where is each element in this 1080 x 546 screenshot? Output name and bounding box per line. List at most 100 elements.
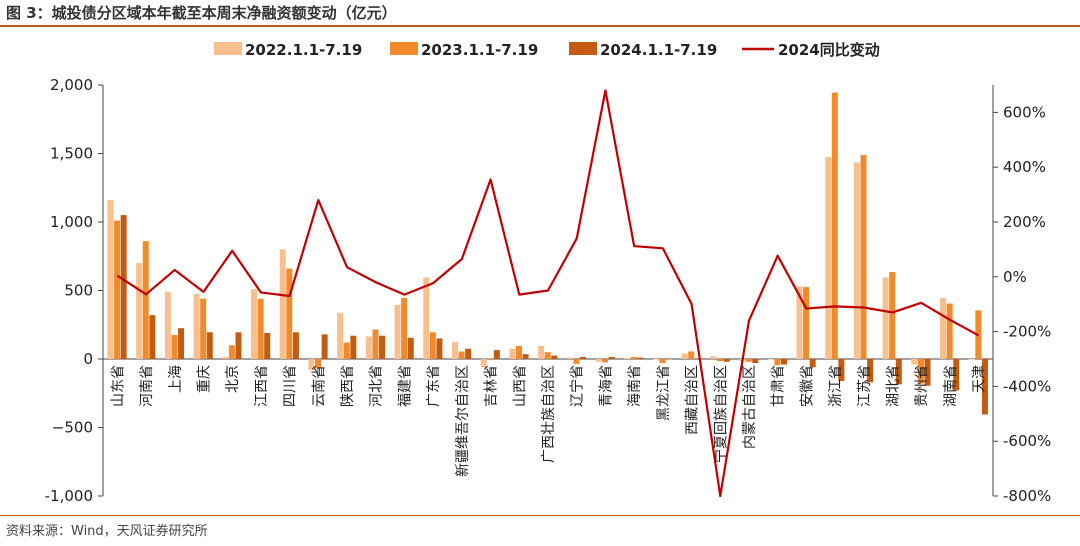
bar: [365, 336, 372, 359]
bar: [401, 298, 408, 359]
bar: [451, 341, 458, 359]
y-left-tick-label: -1,000: [45, 487, 93, 505]
bar: [831, 92, 838, 359]
bar: [465, 348, 472, 359]
bar: [924, 359, 931, 386]
bar: [803, 287, 810, 359]
category-label: 河南省: [139, 365, 155, 407]
bar: [637, 357, 644, 359]
category-label: 山东省: [110, 365, 126, 407]
bar: [251, 289, 258, 359]
bar: [767, 359, 774, 360]
bar: [882, 277, 889, 359]
chart-title: 图 3：城投债分区域本年截至本周末净融资额变动（亿元）: [6, 4, 397, 22]
bar: [710, 356, 717, 359]
bar: [136, 263, 143, 359]
bar: [688, 351, 695, 359]
category-label: 西藏自治区: [685, 365, 701, 435]
category-label: 广东省: [426, 365, 442, 407]
bar: [573, 359, 580, 364]
category-label: 上海: [168, 365, 184, 393]
bar: [429, 332, 436, 359]
bar: [780, 359, 787, 365]
category-label: 河北省: [369, 365, 385, 407]
y-right-tick-label: -400%: [1003, 377, 1051, 395]
legend-label: 2024.1.1-7.19: [600, 41, 717, 59]
category-label: 安徽省: [799, 365, 815, 407]
category-label: 浙江省: [828, 365, 844, 407]
category-label: 湖北省: [886, 365, 902, 407]
bar: [394, 304, 401, 359]
legend-swatch: [214, 42, 242, 55]
bar: [228, 345, 235, 359]
bar: [509, 348, 516, 359]
bar: [716, 359, 723, 362]
y-right-tick-label: 400%: [1003, 158, 1046, 176]
category-label: 天津: [972, 365, 988, 393]
bar: [436, 338, 443, 359]
category-label: 贵州省: [914, 365, 930, 407]
bar: [809, 359, 816, 368]
bar: [286, 268, 293, 359]
bar: [608, 356, 615, 359]
category-label: 四川省: [283, 365, 299, 407]
bar: [652, 359, 659, 360]
bar: [458, 351, 465, 359]
bar: [149, 315, 156, 359]
bar: [981, 359, 988, 415]
y-right-tick-label: 600%: [1003, 103, 1046, 121]
legend-label: 2023.1.1-7.19: [421, 41, 538, 59]
bar: [544, 352, 551, 359]
bar: [666, 359, 673, 360]
bar: [566, 357, 573, 359]
y-right-tick-label: -600%: [1003, 432, 1051, 450]
category-label: 江苏省: [857, 365, 873, 407]
bar: [321, 334, 328, 359]
bar: [853, 162, 860, 359]
y-right-tick-label: 0%: [1003, 268, 1027, 286]
bar: [796, 286, 803, 359]
category-label: 广西壮族自治区: [541, 365, 557, 463]
y-left-tick-label: 1,000: [50, 213, 93, 231]
bar: [515, 345, 522, 359]
bar: [774, 359, 781, 366]
bar: [867, 359, 874, 383]
category-label: 山西省: [512, 365, 528, 407]
legend-label: 2022.1.1-7.19: [245, 41, 362, 59]
source-note: 资料来源：Wind，天风证券研究所: [6, 524, 208, 539]
bar: [114, 220, 121, 359]
bar: [630, 356, 637, 359]
bar: [602, 359, 609, 363]
bar: [279, 249, 286, 359]
category-label: 重庆: [196, 365, 212, 393]
bar: [745, 359, 752, 362]
bar: [292, 332, 299, 359]
category-label: 云南省: [311, 365, 327, 407]
bar: [860, 154, 867, 359]
bar: [142, 241, 149, 359]
bar: [200, 298, 207, 359]
bar: [193, 293, 200, 359]
category-label: 江西省: [254, 365, 270, 407]
category-label: 北京: [225, 365, 241, 393]
top-rule: [0, 25, 1080, 27]
category-label: 辽宁省: [569, 365, 586, 407]
bar: [659, 359, 666, 364]
bar: [681, 353, 688, 359]
category-label: 甘肃省: [771, 365, 787, 407]
bar: [264, 332, 271, 359]
bar: [595, 359, 602, 362]
bottom-rule: [0, 515, 1080, 516]
bar: [164, 291, 171, 359]
bar: [350, 335, 357, 359]
bar: [487, 358, 494, 359]
bar: [493, 350, 500, 359]
y-left-tick-label: −500: [52, 419, 93, 437]
bar: [222, 356, 229, 359]
y-right-tick-label: 200%: [1003, 213, 1046, 231]
bar: [343, 342, 350, 359]
bar: [178, 328, 185, 359]
bar: [551, 355, 558, 359]
category-label: 陕西省: [340, 365, 356, 407]
